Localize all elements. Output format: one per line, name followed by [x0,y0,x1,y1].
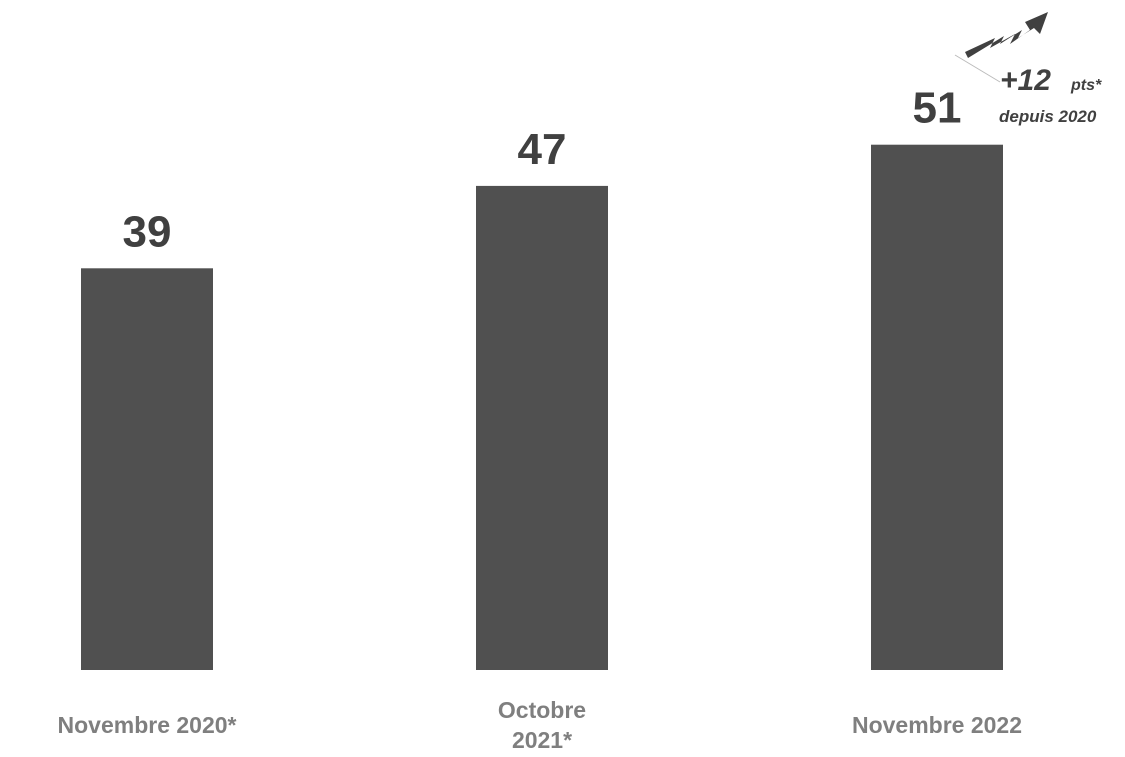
annotation-since: depuis 2020 [999,107,1097,126]
bar [81,268,213,670]
value-label: 47 [518,125,567,174]
annotation-unit: pts* [1070,77,1102,94]
arrow-pointer [954,54,1001,83]
value-label: 51 [913,84,962,133]
category-label: Octobre 2021* [497,697,587,753]
annotation-change: +12 [1000,64,1051,97]
bar [476,185,608,670]
bar [871,144,1003,670]
category-label: Novembre 2022 [851,712,1023,738]
trend-arrow [965,12,1048,58]
category-label: Novembre 2020* [57,712,237,738]
value-label: 39 [123,207,172,256]
